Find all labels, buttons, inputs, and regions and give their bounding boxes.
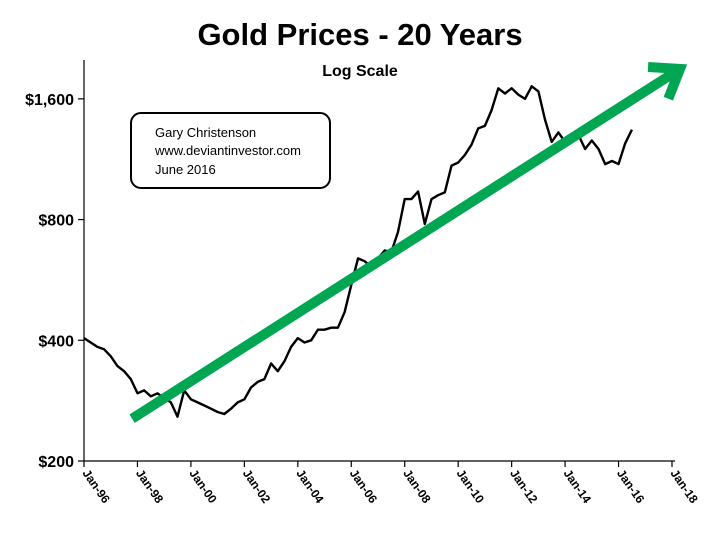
gold-price-series-line xyxy=(83,85,633,418)
x-tick-label: Jan-10 xyxy=(454,467,487,506)
trend-arrow-head xyxy=(647,62,688,101)
x-tick-label: Jan-02 xyxy=(240,467,273,506)
trend-arrow-shaft xyxy=(129,67,678,423)
chart-title: Gold Prices - 20 Years xyxy=(197,17,522,52)
annotation-date: June 2016 xyxy=(155,162,216,177)
y-tick-label: $400 xyxy=(38,333,74,350)
x-ticks: Jan-96 Jan-98 Jan-00 Jan-02 Jan-04 Jan-06 Jan-… xyxy=(80,461,701,506)
chart-subtitle: Log Scale xyxy=(322,63,398,80)
x-tick-label: Jan-00 xyxy=(186,467,219,506)
axes xyxy=(83,60,675,462)
x-tick-label: Jan-18 xyxy=(668,467,701,506)
x-tick-label: Jan-16 xyxy=(614,467,647,506)
y-tick-label: $800 xyxy=(38,213,74,230)
x-tick-label: Jan-06 xyxy=(347,467,380,506)
x-tick-label: Jan-04 xyxy=(293,467,326,506)
x-tick-label: Jan-12 xyxy=(507,467,540,506)
annotation-author: Gary Christenson xyxy=(155,125,256,140)
annotation-website: www.deviantinvestor.com xyxy=(154,143,301,158)
y-ticks: $200 $400 $800 $1,600 xyxy=(25,92,84,471)
annotation-box-border xyxy=(130,112,331,189)
y-tick-label: $1,600 xyxy=(25,92,74,109)
annotation-box: Gary Christenson www.deviantinvestor.com… xyxy=(130,112,331,189)
x-tick-label: Jan-14 xyxy=(561,467,594,506)
y-tick-label: $200 xyxy=(38,454,74,471)
x-tick-label: Jan-96 xyxy=(80,467,113,506)
x-tick-label: Jan-08 xyxy=(400,467,433,506)
x-tick-label: Jan-98 xyxy=(133,467,166,506)
